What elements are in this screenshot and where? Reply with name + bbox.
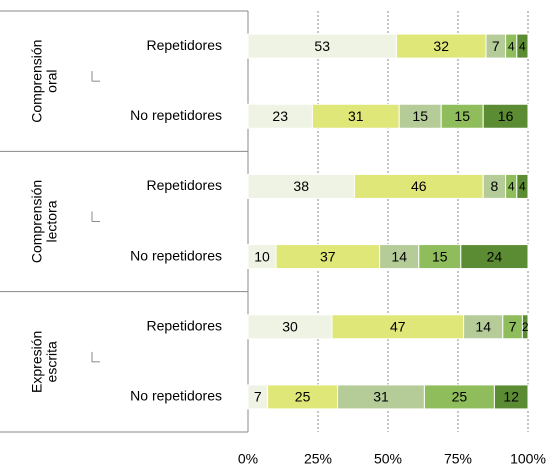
bar-segment (516, 173, 529, 199)
bar-segment (275, 244, 381, 270)
x-tick-label: 75% (444, 451, 472, 467)
data-label: 4 (508, 39, 515, 53)
group-label-line: Comprensión (28, 40, 44, 123)
bar-segment (311, 103, 400, 129)
bar-segment (353, 173, 484, 199)
x-tick-label: 100% (510, 451, 546, 467)
y-tick-label: Repetidores (147, 177, 223, 193)
data-label: 15 (432, 248, 448, 264)
bar-segment (521, 314, 529, 340)
bar-segment (516, 33, 529, 59)
data-label: 38 (293, 178, 309, 194)
bar-segment (493, 384, 529, 410)
data-label: 10 (254, 248, 270, 264)
data-label: 25 (295, 389, 311, 405)
data-label: 32 (433, 38, 449, 54)
y-tick-label: No repetidores (130, 107, 222, 123)
data-label: 12 (503, 389, 519, 405)
bar-segment (482, 103, 529, 129)
data-label: 23 (272, 108, 288, 124)
group-label-line: Comprensión (28, 180, 44, 263)
group-label: Comprensiónlectora (28, 180, 59, 263)
group-label-line: escrita (43, 341, 59, 382)
y-tick-label: Repetidores (147, 37, 223, 53)
bar-segment (247, 103, 313, 129)
bar-segment (379, 244, 420, 270)
data-label: 15 (454, 108, 470, 124)
data-label: 16 (498, 108, 514, 124)
data-label: 46 (411, 178, 427, 194)
data-label: 14 (475, 318, 491, 334)
data-label: 4 (508, 180, 515, 194)
bar-segment (337, 384, 425, 410)
data-label: 7 (254, 389, 262, 405)
data-label: 24 (487, 248, 503, 264)
data-label: 2 (522, 320, 529, 334)
group-label-line: oral (43, 69, 59, 92)
data-label: 7 (492, 38, 500, 54)
data-label: 47 (390, 318, 406, 334)
data-label: 53 (314, 38, 330, 54)
group-label: Expresiónescrita (28, 331, 59, 393)
x-tick-label: 25% (304, 451, 332, 467)
data-label: 14 (391, 248, 407, 264)
bar-segment (395, 33, 487, 59)
bar-segment (247, 244, 277, 270)
bar-segment (460, 244, 529, 270)
group-label: Comprensiónoral (28, 40, 59, 123)
group-label-line: lectora (43, 200, 59, 242)
y-tick-label: No repetidores (130, 388, 222, 404)
data-label: 31 (348, 108, 364, 124)
data-label: 8 (491, 178, 499, 194)
data-label: 31 (373, 389, 389, 405)
data-label: 30 (282, 318, 298, 334)
x-tick-label: 50% (374, 451, 402, 467)
bar-segment (247, 33, 397, 59)
data-label: 25 (452, 389, 468, 405)
bar-segment (398, 103, 442, 129)
data-label: 4 (519, 39, 526, 53)
bar-segment (423, 384, 495, 410)
group-label-line: Expresión (28, 331, 44, 393)
y-tick-label: Repetidores (147, 317, 223, 333)
data-label: 7 (509, 318, 517, 334)
data-label: 15 (412, 108, 428, 124)
data-label: 4 (519, 180, 526, 194)
bar-segment (247, 314, 333, 340)
bar-segment (463, 314, 504, 340)
bar-segment (331, 314, 465, 340)
y-tick-label: No repetidores (130, 247, 222, 263)
bar-segment (247, 173, 355, 199)
x-tick-label: 0% (238, 451, 258, 467)
data-label: 37 (320, 248, 336, 264)
bar-segment (440, 103, 484, 129)
